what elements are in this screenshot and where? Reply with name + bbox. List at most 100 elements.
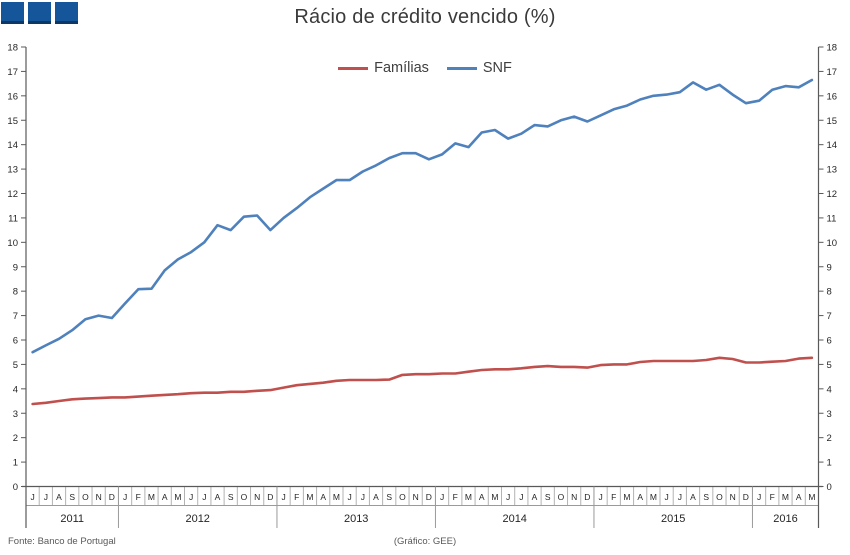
axis-label: 2015 [661,513,685,525]
axis-label: J [202,492,206,502]
axis-label: 6 [13,336,18,347]
axis-label: S [228,492,234,502]
axis-label: A [479,492,485,502]
source-note: Fonte: Banco de Portugal [8,536,116,547]
axis-label: 11 [827,213,837,224]
axis-label: F [294,492,299,502]
axis-label: O [558,492,565,502]
axis-label: J [664,492,668,502]
axis-label: A [690,492,696,502]
axis-label: S [703,492,709,502]
axis-label: J [123,492,127,502]
axis-label: N [571,492,577,502]
axis-label: O [399,492,406,502]
legend-item-snf: SNF [446,60,512,76]
axis-label: J [519,492,523,502]
axis-label: 12 [827,189,838,200]
chart-legend: Famílias SNF [0,60,850,76]
axis-label: 7 [827,311,832,322]
axis-label: A [637,492,643,502]
credit-note: (Gráfico: GEE) [393,536,457,547]
chart-title: Rácio de crédito vencido (%) [294,6,556,28]
axis-label: D [426,492,432,502]
axis-label: 11 [8,213,18,224]
axis-label: F [770,492,775,502]
axis-label: A [162,492,168,502]
axis-label: A [373,492,379,502]
axis-label: A [532,492,538,502]
axis-label: 13 [827,165,838,176]
axis-label: 16 [7,91,18,102]
axis-label: M [333,492,340,502]
axis-label: 0 [13,482,18,493]
axis-label: A [215,492,221,502]
axis-label: M [491,492,498,502]
axis-label: J [598,492,602,502]
axis-label: 7 [13,311,18,322]
axis-label: 2016 [773,513,797,525]
axis-label: 4 [13,384,18,395]
axis-label: 2 [827,433,832,444]
axis-label: 10 [7,238,18,249]
axis-label: S [545,492,551,502]
axis-label: 2013 [344,513,368,525]
logo-squares [1,2,78,24]
familias-line [31,356,814,406]
axis-label: 17 [827,67,838,78]
axis-label: J [44,492,48,502]
axis-label: 18 [827,43,838,54]
axis-label: 17 [7,67,18,78]
logo-square-icon [28,2,51,24]
axis-label: N [96,492,102,502]
axis-label: 13 [7,165,18,176]
axis-label: S [386,492,392,502]
axis-label: 16 [827,91,838,102]
axis-label: D [109,492,115,502]
axis-label: 14 [7,140,18,151]
logo-square-icon [55,2,78,24]
axis-label: D [267,492,273,502]
axis-label: J [30,492,34,502]
legend-item-familias: Famílias [338,60,429,76]
axis-label: 12 [7,189,18,200]
axis-label: 10 [827,238,838,249]
axis-label: 14 [827,140,838,151]
snf-line-swatch-icon [446,66,477,70]
axis-label: A [320,492,326,502]
legend-label-snf: SNF [482,60,512,76]
axis-label: N [413,492,419,502]
axis-label: A [796,492,802,502]
axis-label: 4 [827,384,832,395]
axis-label: 8 [13,287,18,298]
axis-label: 8 [827,287,832,298]
axis-label: O [241,492,248,502]
logo-square-icon [1,2,24,24]
axis-label: M [650,492,657,502]
axis-label: 1 [13,458,18,469]
axis-label: M [782,492,789,502]
axis-label: D [584,492,590,502]
axis-label: M [174,492,181,502]
axis-label: J [757,492,761,502]
axis-label: M [623,492,630,502]
axis-label: J [189,492,193,502]
legend-label-familias: Famílias [374,60,429,76]
axis-label: 5 [827,360,832,371]
axis-label: 9 [13,262,18,273]
axis-label: M [465,492,472,502]
axis-label: N [730,492,736,502]
chart-footer: Fonte: Banco de Portugal (Gráfico: GEE) [0,534,850,554]
axis-label: 2012 [185,513,209,525]
axis-label: M [148,492,155,502]
axis-label: J [281,492,285,502]
axis-label: F [611,492,616,502]
axis-label: M [306,492,313,502]
axis-label: 18 [7,43,18,54]
axis-label: F [136,492,141,502]
axis-label: A [56,492,62,502]
axis-label: 2014 [502,513,526,525]
axis-label: J [678,492,682,502]
axis-label: 6 [827,336,832,347]
axis-label: F [453,492,458,502]
axis-label: D [743,492,749,502]
